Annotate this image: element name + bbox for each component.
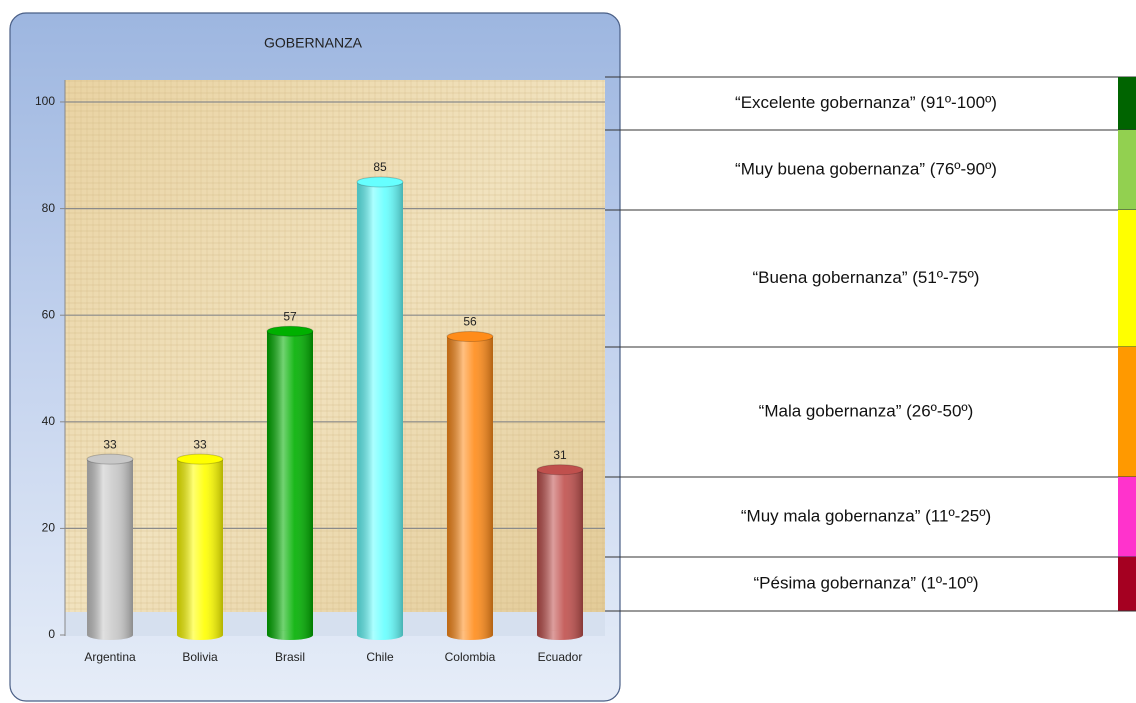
y-tick-label: 20 (42, 521, 56, 535)
x-tick-label: Argentina (84, 650, 136, 664)
bar-shade (87, 459, 133, 635)
bar-cap (176, 453, 224, 465)
bar-base-shade (537, 630, 583, 640)
plot-texture (65, 80, 605, 612)
bar-base-shade (87, 630, 133, 640)
bar-base-shade (177, 630, 223, 640)
legend-label: “Mala gobernanza” (26º-50º) (759, 401, 974, 420)
bar-base-shade (267, 630, 313, 640)
chart-title: GOBERNANZA (264, 35, 363, 51)
bar-shade (357, 181, 403, 635)
data-label: 33 (193, 437, 207, 451)
data-label: 31 (553, 448, 567, 462)
bar-shade (177, 459, 223, 635)
x-tick-label: Ecuador (538, 650, 583, 664)
legend-swatch (1118, 347, 1136, 477)
bar-shade (537, 469, 583, 635)
legend-label: “Excelente gobernanza” (91º-100º) (735, 93, 997, 112)
bar-cap (356, 176, 404, 188)
x-tick-label: Chile (366, 650, 394, 664)
y-tick-label: 60 (42, 307, 56, 321)
y-tick-label: 80 (42, 201, 56, 215)
legend-table: “Excelente gobernanza” (91º-100º) “Muy bu… (605, 76, 1136, 612)
legend-label: “Pésima gobernanza” (1º-10º) (753, 573, 978, 592)
legend-swatch (1118, 77, 1136, 130)
plot-floor (65, 612, 605, 636)
legend-swatch (1118, 210, 1136, 347)
x-tick-label: Bolivia (182, 650, 218, 664)
data-label: 57 (283, 309, 297, 323)
x-tick-label: Colombia (445, 650, 496, 664)
bar-shade (267, 331, 313, 635)
legend-swatch (1118, 557, 1136, 611)
legend-swatch (1118, 130, 1136, 210)
legend-label: “Buena gobernanza” (51º-75º) (753, 268, 980, 287)
x-tick-label: Brasil (275, 650, 305, 664)
y-tick-label: 100 (35, 94, 55, 108)
legend-label: “Muy mala gobernanza” (11º-25º) (741, 506, 991, 525)
bar-shade (447, 336, 493, 635)
bar-cap (86, 453, 134, 465)
data-label: 56 (463, 315, 477, 329)
bar-cap (266, 325, 314, 337)
bar-base-shade (447, 630, 493, 640)
bar-cap (446, 331, 494, 343)
legend-label: “Muy buena gobernanza” (76º-90º) (735, 159, 997, 178)
y-tick-label: 0 (48, 627, 55, 641)
bar-cap (536, 464, 584, 476)
bar-base-shade (357, 630, 403, 640)
data-label: 85 (373, 160, 387, 174)
legend-swatch (1118, 477, 1136, 557)
data-label: 33 (103, 437, 117, 451)
y-tick-label: 40 (42, 414, 56, 428)
